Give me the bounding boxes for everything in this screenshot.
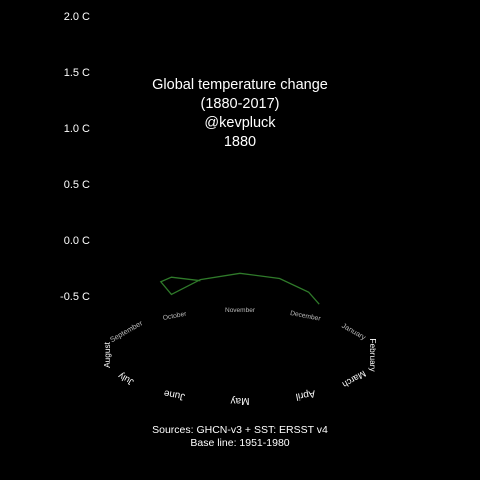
month-label: February — [368, 338, 378, 372]
y-tick-label: 0.5 C — [64, 179, 90, 191]
month-label: December — [289, 310, 321, 323]
title-line-2: (1880-2017) — [200, 96, 280, 112]
y-tick-label: 1.0 C — [64, 123, 90, 135]
month-label: August — [102, 341, 112, 368]
series-layer — [159, 272, 320, 305]
title-line-3: @kevpluck — [204, 115, 276, 131]
chart-title: Global temperature change (1880-2017) @k… — [130, 76, 350, 152]
sources-note: Sources: GHCN-v3 + SST: ERSST v4 — [152, 424, 328, 436]
y-axis: 2.0 C 1.5 C 1.0 C 0.5 C 0.0 C -0.5 C — [60, 11, 90, 303]
month-label: July — [116, 371, 135, 388]
y-tick-label: 1.5 C — [64, 67, 90, 79]
title-line-1: Global temperature change — [152, 77, 328, 93]
month-label: May — [231, 395, 250, 406]
y-tick-label: 0.0 C — [64, 235, 90, 247]
series-line-1880 — [159, 272, 320, 305]
baseline-note: Base line: 1951-1980 — [190, 437, 290, 449]
y-tick-label: -0.5 C — [60, 291, 90, 303]
chart-footer: Sources: GHCN-v3 + SST: ERSST v4 Base li… — [0, 424, 480, 450]
month-label: April — [295, 387, 316, 401]
title-year: 1880 — [223, 134, 257, 150]
y-tick-label: 2.0 C — [64, 11, 90, 23]
month-label: June — [163, 387, 186, 402]
month-label: January — [340, 321, 368, 342]
month-label: September — [108, 318, 144, 344]
month-label: October — [162, 311, 187, 322]
month-label: November — [225, 307, 256, 314]
month-label: March — [341, 368, 368, 389]
